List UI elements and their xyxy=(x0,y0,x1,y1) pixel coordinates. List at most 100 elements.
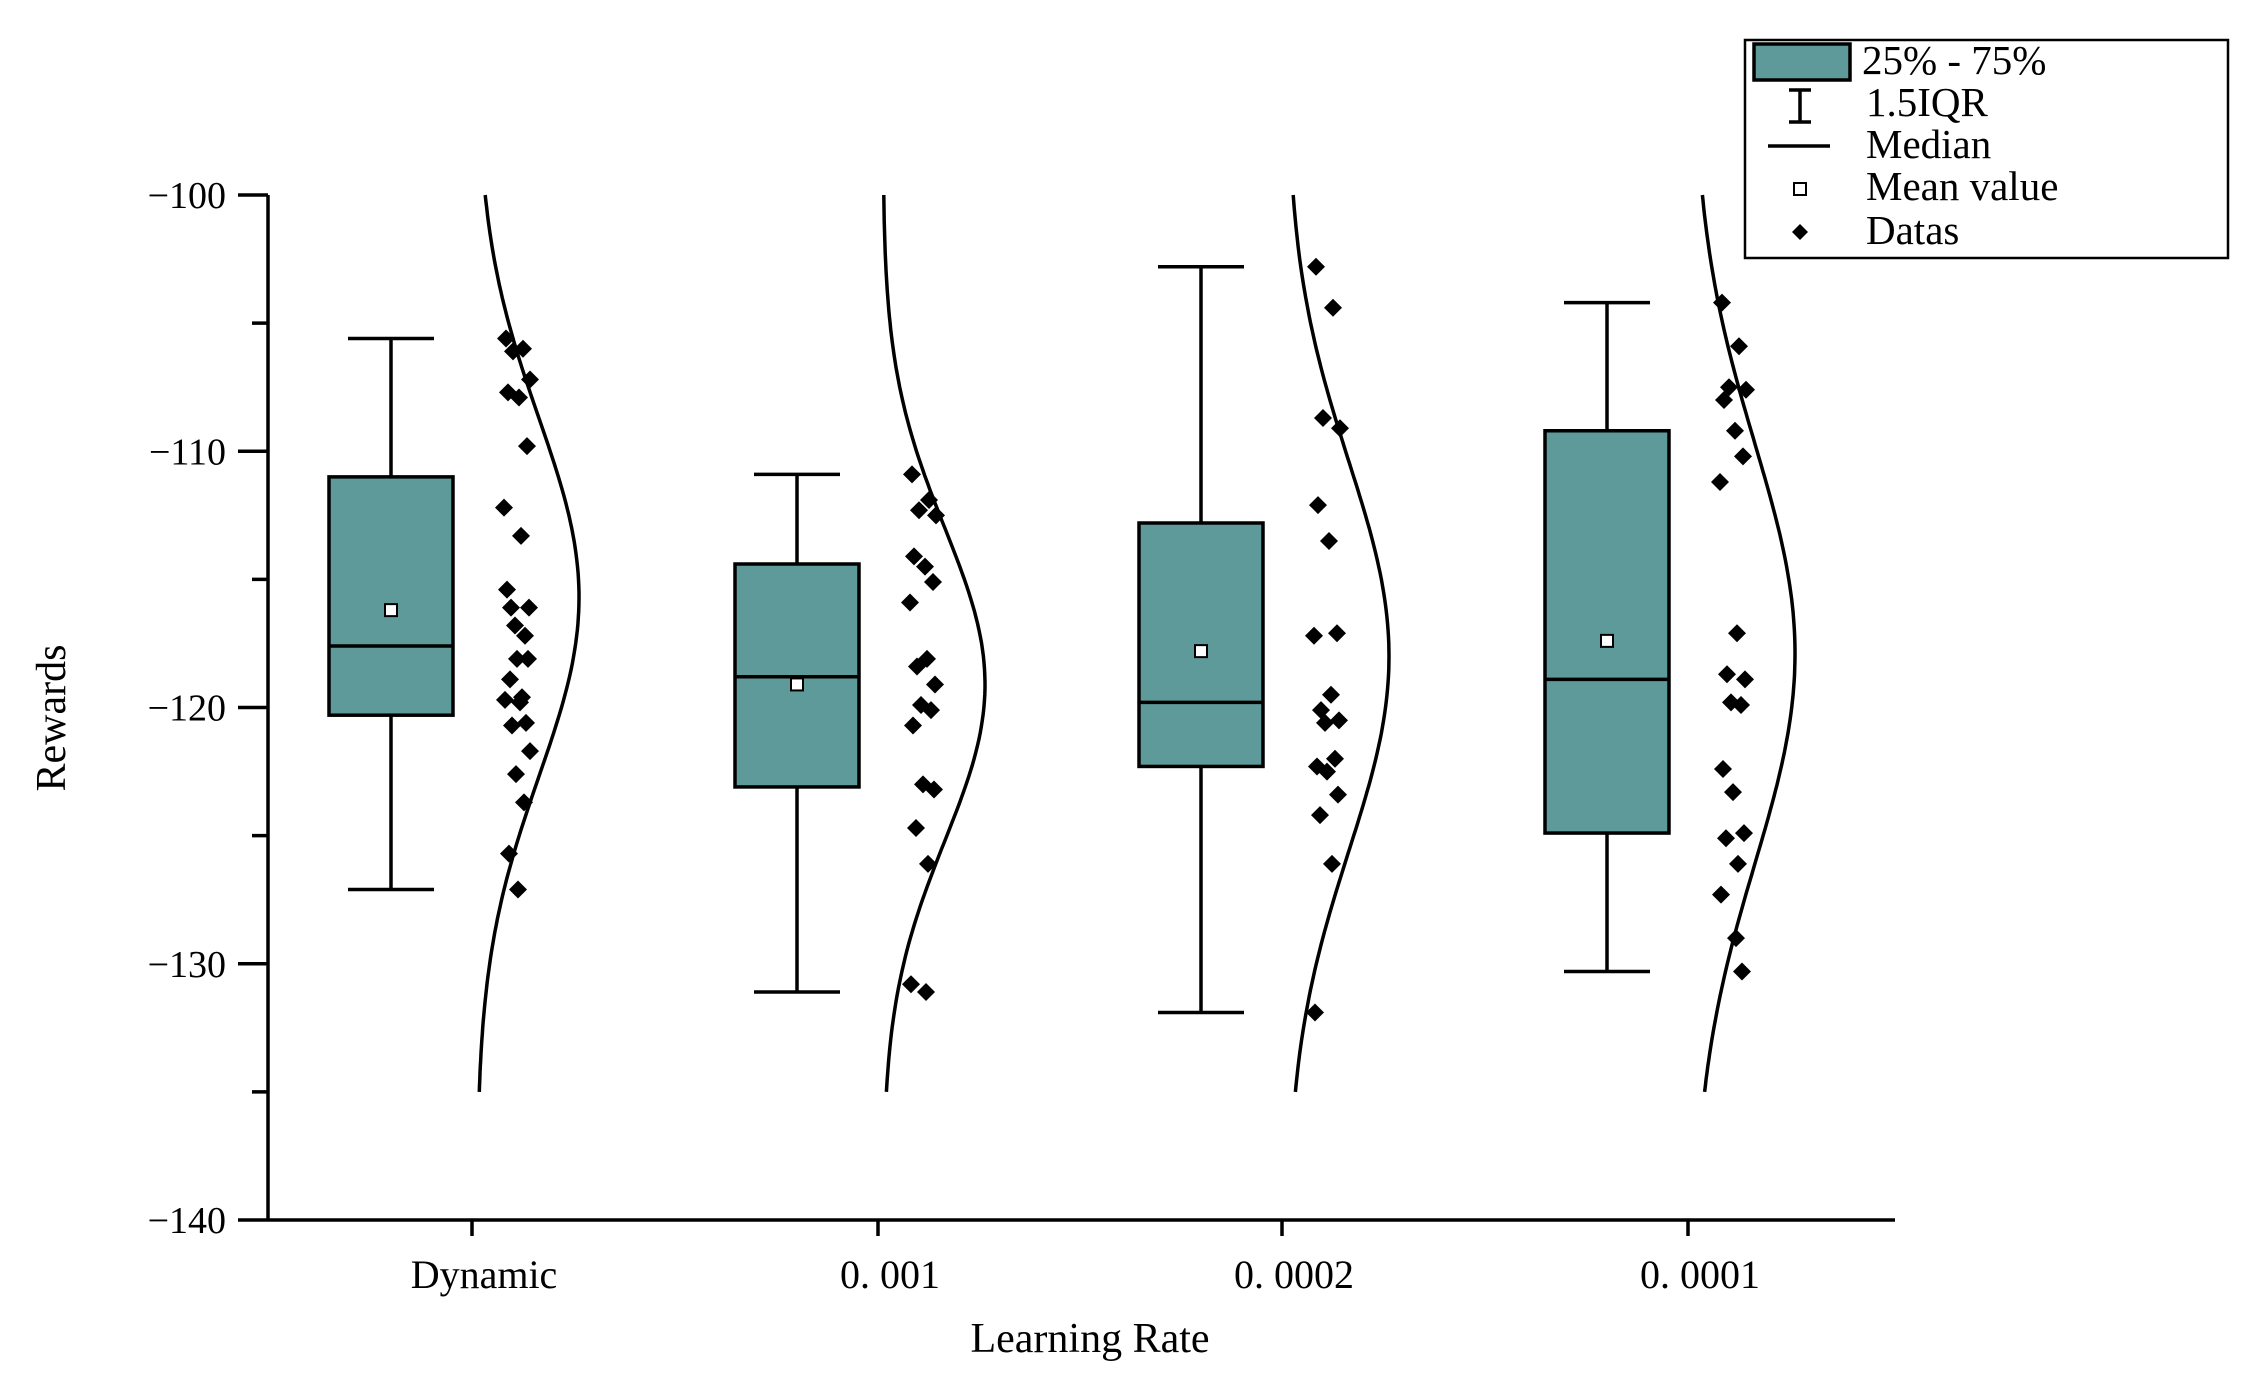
data-point xyxy=(1724,783,1742,802)
data-point xyxy=(907,818,925,837)
data-point xyxy=(1735,824,1753,843)
data-point xyxy=(1734,447,1752,466)
data-point xyxy=(503,716,521,735)
data-point xyxy=(1328,624,1346,643)
data-point xyxy=(1320,531,1338,550)
series-2 xyxy=(733,194,987,1093)
y-tick-label: −100 xyxy=(148,175,226,217)
data-point xyxy=(516,626,534,645)
data-point xyxy=(495,498,513,517)
data-point xyxy=(916,557,934,576)
data-point xyxy=(506,616,524,635)
y-ticks: −140 −130 −120 −110 −100 xyxy=(148,175,268,1242)
data-point xyxy=(1316,713,1334,732)
data-point xyxy=(510,388,528,407)
data-point xyxy=(1715,391,1733,409)
series-group xyxy=(327,194,1797,1093)
y-tick-label: −110 xyxy=(149,431,226,473)
data-point xyxy=(1326,749,1344,768)
data-point xyxy=(501,670,519,689)
y-tick-label: −130 xyxy=(148,944,226,986)
series-4 xyxy=(1543,194,1797,1093)
mean-marker xyxy=(1600,633,1614,648)
legend-label-box: 25% - 75% xyxy=(1862,37,2046,83)
y-tick-label: −140 xyxy=(148,1200,226,1242)
data-point xyxy=(1712,885,1730,904)
data-point xyxy=(908,657,926,676)
data-point xyxy=(1314,408,1332,427)
y-axis-title: Rewards xyxy=(29,645,75,792)
data-point xyxy=(926,675,944,694)
x-axis-title: Learning Rate xyxy=(970,1316,1209,1362)
data-point xyxy=(910,501,928,520)
data-point xyxy=(507,765,525,784)
data-point xyxy=(508,649,526,668)
data-point xyxy=(903,465,921,484)
data-point xyxy=(1736,670,1754,689)
mean-marker xyxy=(790,677,804,692)
data-point xyxy=(509,880,527,899)
legend-label-data: Datas xyxy=(1866,207,1959,253)
x-ticks: Dynamic 0. 001 0. 0002 0. 0001 xyxy=(411,1220,1760,1297)
legend-label-whisker: 1.5IQR xyxy=(1866,79,1989,125)
x-tick-label: 0. 0002 xyxy=(1234,1252,1354,1297)
iqr-box xyxy=(327,475,455,717)
data-point xyxy=(1330,711,1348,730)
data-point xyxy=(1323,854,1341,873)
data-point xyxy=(502,598,520,617)
data-point xyxy=(520,598,538,617)
data-point xyxy=(917,982,935,1001)
y-tick-label: −120 xyxy=(148,688,226,730)
data-point xyxy=(902,975,920,994)
data-point xyxy=(1711,473,1729,491)
data-point xyxy=(901,593,919,612)
data-point xyxy=(922,701,940,720)
data-point xyxy=(517,713,535,732)
legend-data-swatch xyxy=(1792,224,1808,240)
data-point xyxy=(1311,806,1329,825)
data-point xyxy=(1322,685,1340,704)
data-point xyxy=(1309,496,1327,515)
data-point xyxy=(521,742,539,761)
distribution-curve xyxy=(1291,194,1391,1093)
data-point xyxy=(496,690,514,709)
x-tick-label: 0. 001 xyxy=(840,1252,940,1297)
data-point xyxy=(1726,421,1744,440)
data-point xyxy=(1714,760,1732,778)
legend-whisker-swatch xyxy=(1789,88,1811,124)
distribution-curve xyxy=(882,194,987,1093)
legend-box-swatch xyxy=(1752,42,1852,82)
data-point xyxy=(1728,624,1746,643)
data-point xyxy=(904,716,922,735)
legend-label-mean: Mean value xyxy=(1866,163,2058,209)
data-point xyxy=(519,649,537,668)
legend: 25% - 75% 1.5IQR Median Mean value Datas xyxy=(1743,37,2230,260)
data-point xyxy=(1318,762,1336,781)
data-point xyxy=(905,547,923,566)
mean-marker xyxy=(384,603,398,618)
data-point xyxy=(1729,854,1747,873)
data-point xyxy=(1717,829,1735,848)
data-point xyxy=(1329,785,1347,804)
data-point xyxy=(1307,257,1325,276)
data-point xyxy=(1718,665,1736,684)
iqr-box xyxy=(1543,429,1671,835)
data-point xyxy=(498,580,516,599)
data-point xyxy=(1306,1003,1324,1022)
legend-label-median: Median xyxy=(1866,121,1991,167)
x-tick-label: Dynamic xyxy=(411,1252,558,1297)
series-3 xyxy=(1137,194,1391,1093)
series-1 xyxy=(327,194,581,1092)
iqr-box xyxy=(1137,521,1265,769)
legend-mean-swatch xyxy=(1793,182,1807,196)
data-point xyxy=(1732,695,1750,714)
data-point xyxy=(1733,962,1751,981)
data-point xyxy=(518,437,536,456)
distribution-curve xyxy=(477,194,581,1092)
distribution-curve xyxy=(1700,194,1797,1093)
data-point xyxy=(512,526,530,545)
data-point xyxy=(1324,298,1342,317)
data-point xyxy=(1305,626,1323,645)
data-point xyxy=(1730,337,1748,356)
